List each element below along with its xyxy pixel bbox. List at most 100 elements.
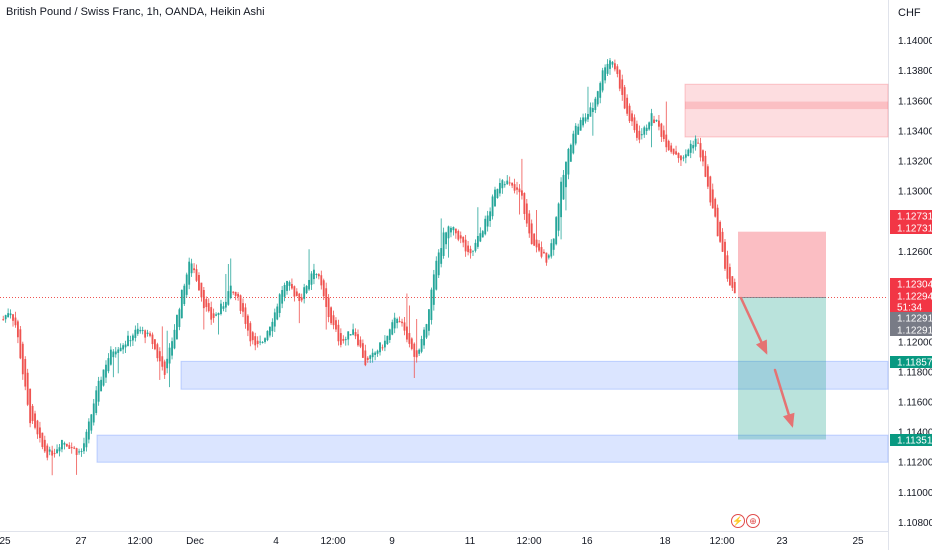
candle-body — [721, 231, 724, 252]
candle-body — [511, 182, 514, 186]
time-tick-label: 27 — [75, 536, 87, 547]
price-tick-label: 1.11600 — [898, 398, 932, 409]
candle-body — [357, 334, 359, 346]
candle-body — [364, 350, 367, 366]
candle-body — [662, 130, 665, 139]
candle-body — [264, 338, 266, 342]
candle-body — [474, 242, 477, 251]
candle-body — [156, 344, 159, 359]
candle-body — [469, 248, 472, 254]
supply-zone — [684, 83, 889, 138]
candle-body — [337, 324, 340, 342]
candle-body — [550, 243, 553, 257]
candle-body — [733, 282, 736, 294]
candle-body — [457, 230, 460, 240]
candle-body — [406, 326, 408, 340]
candle-body — [699, 143, 702, 158]
price-tick-label: 1.13200 — [898, 157, 932, 168]
candle-body — [173, 329, 176, 349]
price-axis-badge-label: 51:34 — [897, 303, 922, 314]
candle-body — [70, 447, 73, 449]
candle-body — [374, 352, 377, 355]
candle-body — [415, 350, 418, 358]
price-axis-badge-label: 1.12304 — [897, 280, 932, 291]
candle-body — [386, 335, 389, 345]
candle-body — [141, 329, 144, 331]
candle-body — [430, 289, 433, 321]
candle-body — [420, 339, 423, 352]
candle-body — [716, 207, 719, 237]
candle-body — [61, 440, 63, 450]
price-tick-label: 1.13400 — [898, 126, 932, 137]
candle-body — [339, 333, 342, 345]
candle-body — [198, 274, 200, 291]
candle-body — [391, 322, 394, 335]
candle-body — [85, 431, 88, 448]
candle-body — [528, 213, 531, 234]
candle-body — [447, 226, 450, 239]
time-tick-label: 23 — [776, 536, 788, 547]
flash-icon[interactable]: ⚡ — [731, 514, 745, 528]
candle-body — [383, 340, 386, 348]
candle-body — [129, 340, 132, 342]
candle-body — [256, 340, 259, 344]
candle-body — [176, 314, 178, 340]
candle-body — [112, 351, 115, 358]
candle-body — [344, 339, 347, 341]
candle-body — [653, 119, 655, 124]
price-axis-badge — [890, 210, 932, 222]
candle-body — [317, 274, 320, 277]
price-tick-label: 1.12000 — [898, 337, 932, 348]
candle-body — [672, 148, 675, 154]
candle-body — [437, 252, 440, 276]
candle-body — [731, 276, 734, 288]
candle-body — [640, 134, 643, 136]
candle-body — [565, 161, 567, 188]
candle-body — [259, 341, 262, 343]
candle-body — [303, 287, 306, 299]
candle-body — [393, 317, 396, 329]
candle-body — [604, 67, 607, 81]
candle-body — [171, 341, 173, 356]
candle-body — [562, 174, 565, 200]
candle-body — [286, 280, 288, 291]
candle-body — [246, 315, 249, 331]
candle-body — [486, 215, 489, 227]
candle-body — [354, 332, 357, 337]
candle-body — [149, 333, 151, 336]
candle-body — [298, 293, 301, 302]
calendar-event-icon[interactable]: ⊕ — [746, 514, 760, 528]
price-tick-label: 1.11800 — [898, 367, 932, 378]
price-axis-badge-label: 1.12731 — [897, 212, 932, 223]
candle-body — [232, 291, 235, 293]
candle-body — [283, 284, 286, 297]
candle-body — [349, 334, 352, 336]
candle-body — [210, 307, 213, 320]
time-tick-label: 18 — [659, 536, 671, 547]
candle-body — [34, 413, 36, 428]
candle-body — [596, 91, 599, 105]
candle-body — [293, 286, 296, 297]
candle-body — [239, 295, 242, 311]
candle-body — [594, 98, 597, 111]
candle-body — [432, 274, 435, 305]
candle-body — [714, 198, 717, 217]
time-tick-label: 12:00 — [709, 536, 734, 547]
candle-body — [472, 250, 474, 252]
candle-body — [540, 247, 543, 257]
candle-body — [484, 218, 487, 235]
candle-body — [212, 313, 215, 318]
price-axis-badge-label: 1.11351 — [897, 436, 932, 447]
candle-body — [498, 183, 501, 194]
candle-body — [63, 442, 66, 445]
candle-body — [491, 196, 494, 217]
candle-body — [19, 329, 22, 359]
candle-body — [675, 151, 677, 155]
candle-body — [288, 282, 291, 286]
candle-body — [726, 255, 729, 279]
candle-body — [381, 347, 384, 349]
candle-body — [704, 155, 707, 177]
candle-body — [136, 328, 139, 334]
